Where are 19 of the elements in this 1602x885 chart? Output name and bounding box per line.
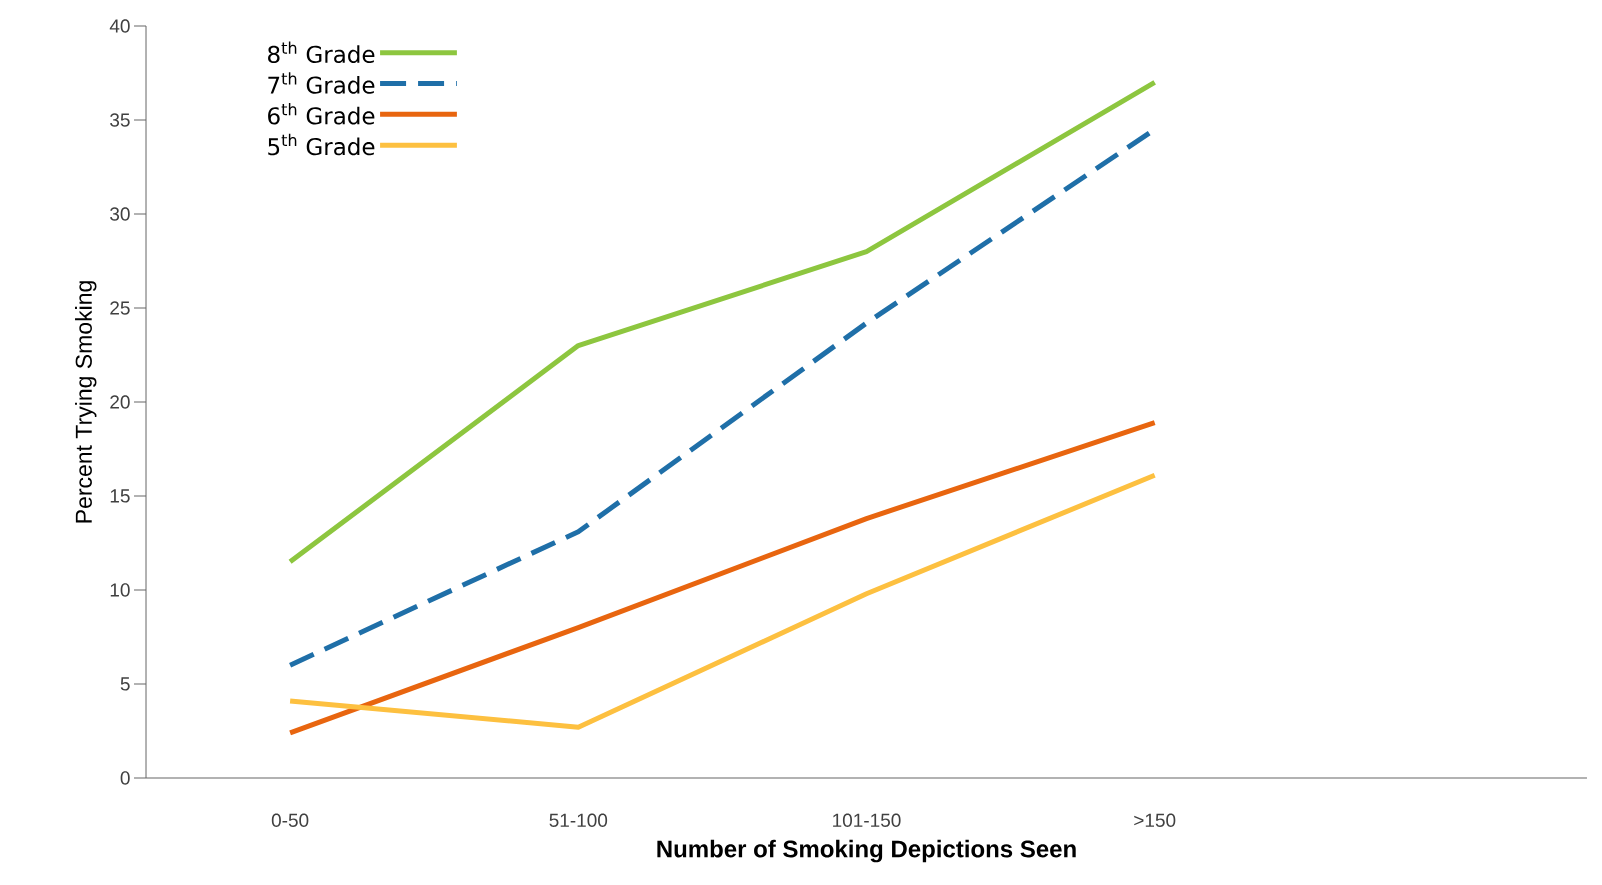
x-tick-label: >150: [1134, 813, 1176, 827]
legend-label: 5$^{th}$ Grade: [268, 133, 375, 156]
x-tick-label: 101-150: [833, 813, 901, 827]
x-tick-label: 51-100: [549, 813, 608, 827]
y-tick-label: 30: [110, 207, 130, 221]
y-tick-label: 5: [120, 677, 130, 691]
x-tick-label: 0-50: [271, 813, 309, 827]
y-tick-label: 10: [110, 583, 130, 597]
legend-label: 8$^{th}$ Grade: [268, 41, 375, 64]
x-axis-title: Number of Smoking Depictions Seen: [657, 839, 1076, 863]
y-tick-label: 35: [110, 113, 130, 127]
y-axis-title: Percent Trying Smoking: [75, 281, 97, 523]
y-tick-label: 25: [110, 301, 130, 315]
y-tick-label: 40: [109, 19, 130, 33]
legend-label: 7$^{th}$ Grade: [268, 72, 375, 94]
y-tick-label: 15: [110, 489, 130, 503]
y-tick-label: 0: [120, 771, 130, 785]
legend-label: 6$^{th}$ Grade: [268, 102, 375, 125]
y-tick-label: 20: [110, 395, 130, 409]
